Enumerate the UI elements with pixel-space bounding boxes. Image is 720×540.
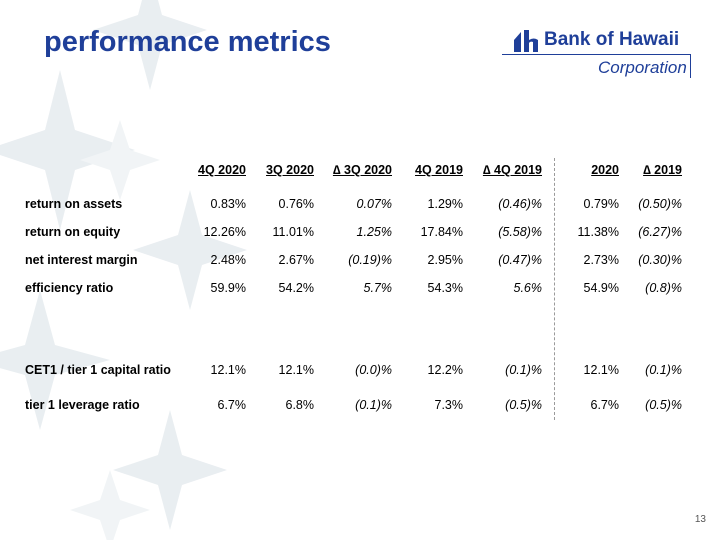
table-cell: 5.7% (363, 281, 393, 295)
table-cell: (0.5)% (505, 398, 542, 412)
logo-vertical-rule (690, 54, 691, 78)
background-star-pattern (0, 0, 247, 540)
table-cell: 54.9% (583, 281, 619, 295)
logo-subtitle: Corporation (598, 58, 687, 77)
header-delta-2019: ∆ 2019 (643, 163, 682, 177)
table-cell: 11.01% (272, 225, 314, 239)
logo-rule (502, 54, 690, 55)
table-cell: 2.73% (583, 253, 619, 267)
table-cell: 5.6% (513, 281, 543, 295)
table-cell: 12.1% (583, 363, 619, 377)
column-divider (554, 158, 555, 420)
page-title: performance metrics (44, 26, 331, 58)
row-label-tier1-leverage-ratio: tier 1 leverage ratio (25, 398, 140, 412)
table-cell: 0.79% (583, 197, 619, 211)
table-cell: 6.7% (217, 398, 247, 412)
table-cell: (0.47)% (498, 253, 542, 267)
header-delta-4q-2019: ∆ 4Q 2019 (482, 163, 542, 177)
page-number: 13 (694, 514, 706, 525)
table-cell: (6.27)% (638, 225, 682, 239)
table-cell: 12.1% (210, 363, 246, 377)
table-cell: 0.07% (356, 197, 392, 211)
table-cell: 59.9% (210, 281, 246, 295)
table-cell: (0.1)% (505, 363, 542, 377)
table-cell: (0.8)% (645, 281, 682, 295)
row-label-efficiency-ratio: efficiency ratio (25, 281, 114, 295)
table-cell: 54.2% (278, 281, 314, 295)
header-2020: 2020 (591, 163, 619, 177)
table-cell: 17.84% (420, 225, 463, 239)
table-cell: (0.50)% (638, 197, 682, 211)
table-cell: 7.3% (434, 398, 464, 412)
table-cell: (0.5)% (645, 398, 682, 412)
row-label-return-on-equity: return on equity (25, 225, 121, 239)
table-cell: (0.46)% (498, 197, 542, 211)
table-cell: 2.48% (210, 253, 246, 267)
header-4q-2019: 4Q 2019 (415, 163, 463, 177)
table-cell: 54.3% (427, 281, 463, 295)
table-cell: 0.83% (210, 197, 246, 211)
header-delta-3q-2020: ∆ 3Q 2020 (332, 163, 392, 177)
row-label-return-on-assets: return on assets (25, 197, 123, 211)
table-cell: 12.1% (278, 363, 314, 377)
table-cell: 6.7% (590, 398, 620, 412)
company-logo: Bank of Hawaii Corporation (502, 28, 698, 80)
table-cell: 2.95% (427, 253, 463, 267)
table-cell: 12.2% (427, 363, 463, 377)
table-cell: 6.8% (285, 398, 315, 412)
table-cell: (0.0)% (355, 363, 392, 377)
logo-name: Bank of Hawaii (544, 29, 680, 50)
table-cell: (0.19)% (348, 253, 392, 267)
header-3q-2020: 3Q 2020 (266, 163, 314, 177)
table-cell: 2.67% (278, 253, 314, 267)
bank-logo-icon (514, 30, 538, 52)
table-cell: (5.58)% (498, 225, 542, 239)
table-cell: (0.1)% (355, 398, 392, 412)
table-cell: 11.38% (577, 225, 619, 239)
table-cell: 1.25% (356, 225, 392, 239)
table-cell: 1.29% (427, 197, 463, 211)
table-cell: (0.1)% (645, 363, 682, 377)
header-4q-2020: 4Q 2020 (198, 163, 246, 177)
row-label-cet1-tier1-capital-ratio: CET1 / tier 1 capital ratio (25, 363, 171, 377)
table-cell: 0.76% (278, 197, 314, 211)
row-label-net-interest-margin: net interest margin (25, 253, 138, 267)
table-cell: 12.26% (203, 225, 246, 239)
table-cell: (0.30)% (638, 253, 682, 267)
